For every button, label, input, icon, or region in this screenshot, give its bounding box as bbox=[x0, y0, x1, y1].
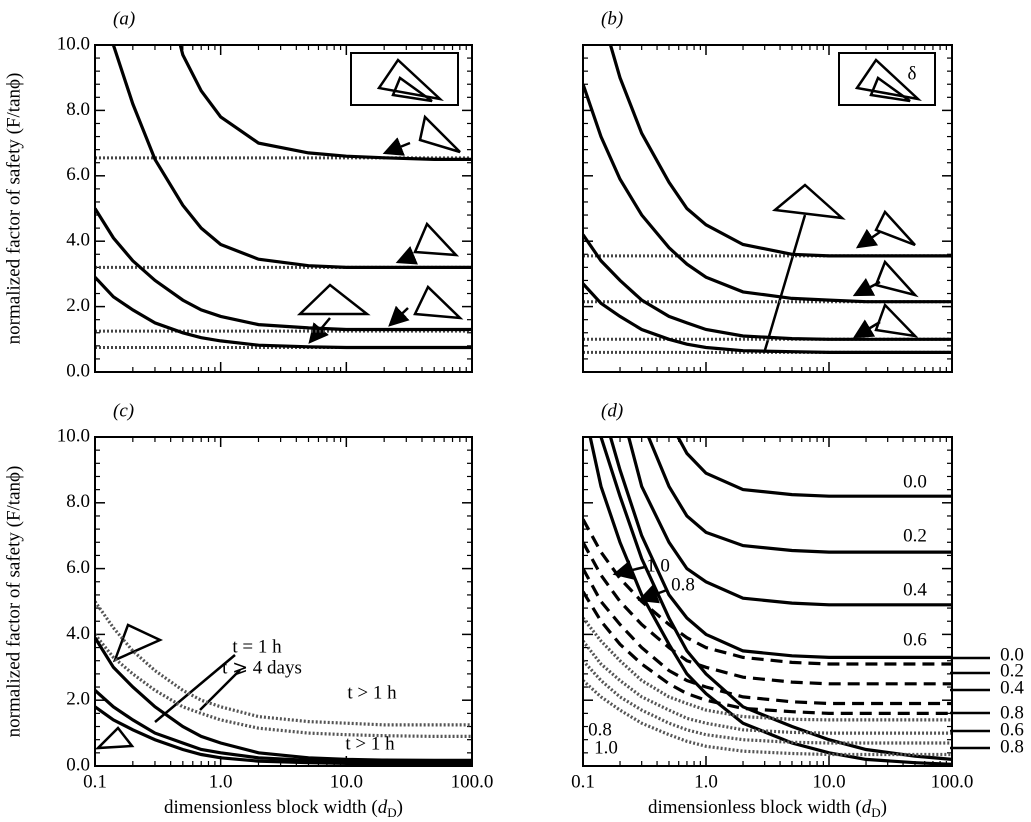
y-tick-label: 8.0 bbox=[66, 99, 90, 120]
series-line bbox=[583, 84, 952, 302]
annotation: 0.8 bbox=[671, 574, 695, 595]
y-axis-label: normalized factor of safety (F/tanϕ) bbox=[3, 73, 24, 345]
x-axis-label: dimensionless block width (dD) bbox=[648, 797, 887, 820]
figure: (a) normalized factor of safety (F/tanϕ) 0… bbox=[0, 0, 1031, 822]
x-tick-label: 100.0 bbox=[451, 771, 494, 792]
x-tick-label: 1.0 bbox=[209, 771, 233, 792]
series-line bbox=[95, 634, 472, 736]
y-tick-label: 10.0 bbox=[57, 425, 90, 446]
x-tick-label: 0.1 bbox=[571, 771, 595, 792]
x-label-symbol: d bbox=[378, 797, 388, 818]
series-line bbox=[95, 690, 472, 761]
panel-label: (b) bbox=[601, 8, 623, 29]
panel-label: (c) bbox=[113, 400, 134, 421]
y-tick-label: 2.0 bbox=[66, 295, 90, 316]
y-tick-label: 6.0 bbox=[66, 557, 90, 578]
y-tick-label: 2.0 bbox=[66, 689, 90, 710]
panel-label: (d) bbox=[601, 400, 623, 421]
x-label-subscript: D bbox=[387, 805, 396, 820]
annotation: 1.0 bbox=[594, 737, 618, 758]
x-axis-label: dimensionless block width (dD) bbox=[164, 797, 403, 820]
series-line bbox=[583, 542, 952, 684]
annotation: t ⩾ 4 days bbox=[222, 657, 302, 678]
x-label-text: dimensionless block width ( bbox=[648, 797, 862, 818]
x-tick-label: 10.0 bbox=[330, 771, 363, 792]
x-tick-label: 0.1 bbox=[83, 771, 107, 792]
x-label-close: ) bbox=[881, 797, 887, 818]
series-line bbox=[583, 0, 952, 256]
annotation: t > 1 h bbox=[347, 682, 397, 703]
plot-frame bbox=[95, 437, 472, 766]
panel: (c) normalized factor of safety (F/tanϕ) d… bbox=[3, 400, 493, 820]
y-tick-label: 4.0 bbox=[66, 230, 90, 251]
y-tick-label: 4.0 bbox=[66, 623, 90, 644]
annotation: 0.6 bbox=[903, 629, 927, 650]
annotation: 0.4 bbox=[1000, 677, 1024, 698]
x-tick-label: 1.0 bbox=[694, 771, 718, 792]
annotation: t > 1 h bbox=[345, 733, 395, 754]
series-line bbox=[95, 0, 472, 267]
y-axis-label: normalized factor of safety (F/tanϕ) bbox=[3, 466, 24, 738]
x-label-subscript: D bbox=[871, 805, 880, 820]
series-line bbox=[583, 519, 952, 664]
annotation: 0.4 bbox=[903, 579, 927, 600]
annotation: 0.8 bbox=[1000, 736, 1024, 757]
annotation: 0.2 bbox=[903, 525, 927, 546]
x-label-close: ) bbox=[397, 797, 403, 818]
y-tick-label: 10.0 bbox=[57, 33, 90, 54]
y-tick-label: 8.0 bbox=[66, 491, 90, 512]
x-tick-label: 10.0 bbox=[812, 771, 845, 792]
x-label-symbol: d bbox=[862, 797, 872, 818]
x-label-text: dimensionless block width ( bbox=[164, 797, 378, 818]
y-tick-label: 0.0 bbox=[66, 360, 90, 381]
plot-area bbox=[95, 602, 472, 764]
plot-area bbox=[583, 0, 952, 764]
annotation: t = 1 h bbox=[232, 636, 282, 657]
annotation: 1.0 bbox=[646, 555, 670, 576]
series-line bbox=[95, 638, 472, 761]
annotation: 0.0 bbox=[903, 471, 927, 492]
y-tick-label: 6.0 bbox=[66, 164, 90, 185]
annotation: δ bbox=[908, 63, 917, 84]
panel-label: (a) bbox=[113, 8, 135, 29]
x-tick-label: 100.0 bbox=[931, 771, 974, 792]
